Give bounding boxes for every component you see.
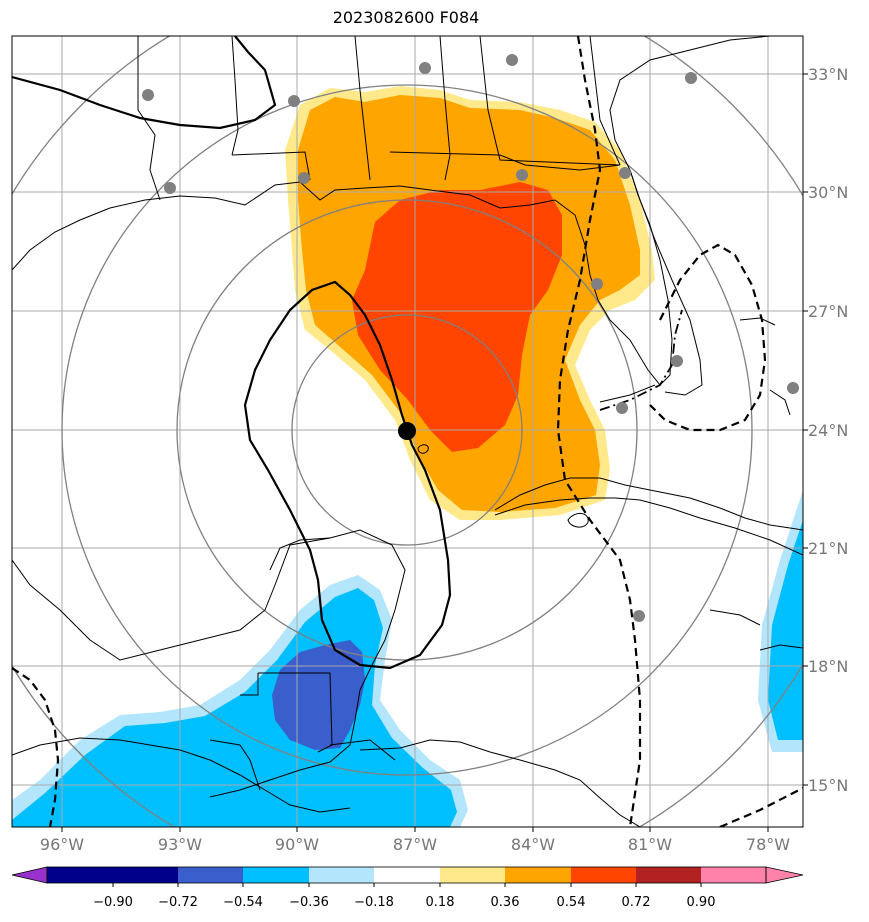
station-marker	[298, 172, 310, 184]
map-title: 2023082600 F084	[332, 8, 480, 27]
lat-tick-marks	[803, 73, 808, 786]
colorbar-label: −0.36	[289, 895, 329, 910]
station-marker	[616, 402, 628, 414]
lon-label: 81°W	[628, 835, 672, 854]
colorbar-segment	[309, 867, 374, 883]
lon-labels: 96°W 93°W 90°W 87°W 84°W 81°W 78°W	[40, 835, 790, 854]
colorbar-segment	[178, 867, 243, 883]
station-marker	[288, 95, 300, 107]
lon-tick-marks	[61, 827, 769, 832]
lon-label: 96°W	[40, 835, 84, 854]
lat-label: 21°N	[808, 539, 848, 558]
station-marker	[633, 610, 645, 622]
station-markers	[142, 54, 799, 622]
colorbar-segment	[440, 867, 505, 883]
colorbar-segment	[701, 867, 766, 883]
colorbar-label: −0.72	[158, 895, 198, 910]
station-marker	[787, 382, 799, 394]
colorbar-segment	[243, 867, 309, 883]
colorbar-label: 0.18	[426, 895, 455, 910]
station-marker	[685, 72, 697, 84]
colorbar-segment	[113, 867, 178, 883]
coastlines	[12, 36, 803, 827]
lat-label: 30°N	[808, 183, 848, 202]
station-marker	[591, 278, 603, 290]
station-marker	[516, 169, 528, 181]
station-marker	[619, 167, 631, 179]
colorbar-segment	[571, 867, 636, 883]
storm-center-marker	[398, 422, 416, 440]
colorbar-label: 0.54	[557, 895, 586, 910]
political-borders	[137, 36, 621, 791]
dash-dot-contour	[599, 309, 683, 411]
colorbar: −0.90 −0.72 −0.54 −0.36 −0.18 0.18 0.36 …	[11, 866, 804, 910]
lat-label: 33°N	[808, 65, 848, 84]
lat-label: 24°N	[808, 421, 848, 440]
lat-label: 15°N	[808, 776, 848, 795]
colorbar-segment	[47, 867, 113, 883]
colorbar-arrow-high	[765, 866, 804, 884]
colorbar-segment	[636, 867, 701, 883]
colorbar-label: −0.54	[223, 895, 263, 910]
lon-label: 78°W	[746, 835, 790, 854]
anomaly-fill-red-orange	[352, 182, 562, 452]
anomaly-fill-royal-blue	[272, 640, 365, 750]
station-marker	[506, 54, 518, 66]
bold-contour-north	[12, 36, 277, 130]
colorbar-label: 0.72	[622, 895, 651, 910]
anomaly-fill-sky-blue-east	[768, 520, 803, 740]
lon-label: 90°W	[275, 835, 319, 854]
lon-label: 84°W	[511, 835, 555, 854]
colorbar-label: −0.18	[354, 895, 394, 910]
lon-label: 87°W	[393, 835, 437, 854]
colorbar-segment	[505, 867, 571, 883]
colorbar-label: 0.36	[491, 895, 520, 910]
station-marker	[164, 182, 176, 194]
colorbar-label: 0.90	[687, 895, 716, 910]
plot-frame	[11, 35, 804, 828]
dashed-contours	[12, 36, 803, 827]
lat-label: 27°N	[808, 302, 848, 321]
station-marker	[419, 62, 431, 74]
colorbar-segment	[374, 867, 440, 883]
colorbar-arrow-low	[11, 866, 48, 884]
station-marker	[671, 355, 683, 367]
colorbar-label: −0.90	[93, 895, 133, 910]
lat-labels: 33°N 30°N 27°N 24°N 21°N 18°N 15°N	[808, 65, 848, 795]
lon-label: 93°W	[158, 835, 202, 854]
lat-label: 18°N	[808, 657, 848, 676]
solid-track-contour	[243, 280, 452, 670]
station-marker	[142, 89, 154, 101]
colorbar-frame	[46, 866, 767, 884]
